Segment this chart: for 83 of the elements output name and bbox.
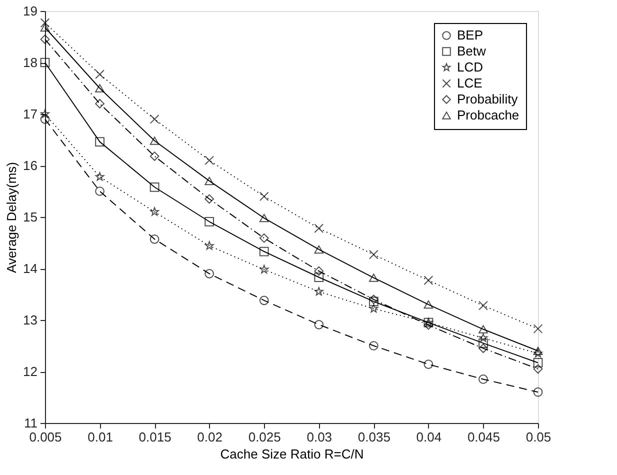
point [40,34,50,44]
x-tick-label: 0.03 [306,430,332,444]
point [478,325,488,334]
point [150,152,160,161]
y-tick-label: 13 [23,312,38,328]
point [204,268,214,278]
x-tick-label: 0.01 [88,430,113,444]
point [478,300,488,310]
point [204,241,214,250]
x-tick-label: 0.05 [526,430,552,444]
point [533,364,543,374]
point [95,99,104,108]
y-tick-label: 19 [23,4,38,18]
point [40,18,50,28]
point [260,264,269,274]
y-tick-label: 18 [23,55,38,70]
point [368,250,378,260]
y-axis-title: Average Delay(ms) [4,162,20,274]
point [314,266,324,276]
point [478,344,488,354]
point [368,274,378,282]
y-tick-label: 15 [23,210,38,224]
legend-label: LCD [457,60,484,74]
y-tick-label: 11 [24,416,38,430]
y-tick-label: 12 [23,364,38,379]
point [424,360,434,369]
point [40,109,50,118]
x-tick-label: 0.045 [467,430,500,444]
point [95,137,104,146]
point [40,58,50,68]
point [150,136,160,145]
point [95,186,104,196]
point [259,296,269,306]
point [259,214,269,222]
y-tick-label: 17 [23,106,38,122]
point [424,276,434,286]
point [150,234,160,244]
point [478,333,488,342]
point [424,300,434,309]
x-tick-label: 0.035 [358,430,390,444]
legend-label: Probability [457,92,518,106]
point [150,114,160,124]
point [150,182,160,192]
x-tick-label: 0.04 [416,430,442,444]
point [533,324,543,334]
y-tick-label: 14 [23,261,38,276]
point [40,23,50,32]
point [150,207,160,216]
point [314,245,324,254]
y-tick-label: 16 [23,158,38,173]
legend-label: LCE [457,76,483,90]
point [369,304,378,313]
point [95,84,104,92]
x-tick-label: 0.015 [138,430,172,444]
point [314,286,324,296]
x-tick-label: 0.025 [248,430,281,444]
legend-label: Probcache [457,108,520,122]
point [314,320,324,330]
legend-label: BEP [457,28,484,42]
x-tick-label: 0.02 [197,430,222,444]
point [314,272,324,282]
x-axis-title: Cache Size Ratio R=C/N [220,446,364,462]
point [204,156,214,166]
point [314,224,324,234]
point [95,172,104,181]
x-tick-label: 0.005 [29,430,62,444]
point [478,374,488,384]
point [95,70,104,80]
point [533,358,543,368]
point [259,233,269,243]
point [534,348,542,358]
point [533,387,543,397]
point [40,114,50,124]
point [204,216,214,226]
point [259,192,269,202]
legend-label: Betw [457,44,487,58]
point [204,176,214,186]
point [478,338,488,348]
point [368,341,378,350]
point [424,320,434,330]
point [259,246,269,256]
point [533,346,543,356]
point [204,194,214,204]
